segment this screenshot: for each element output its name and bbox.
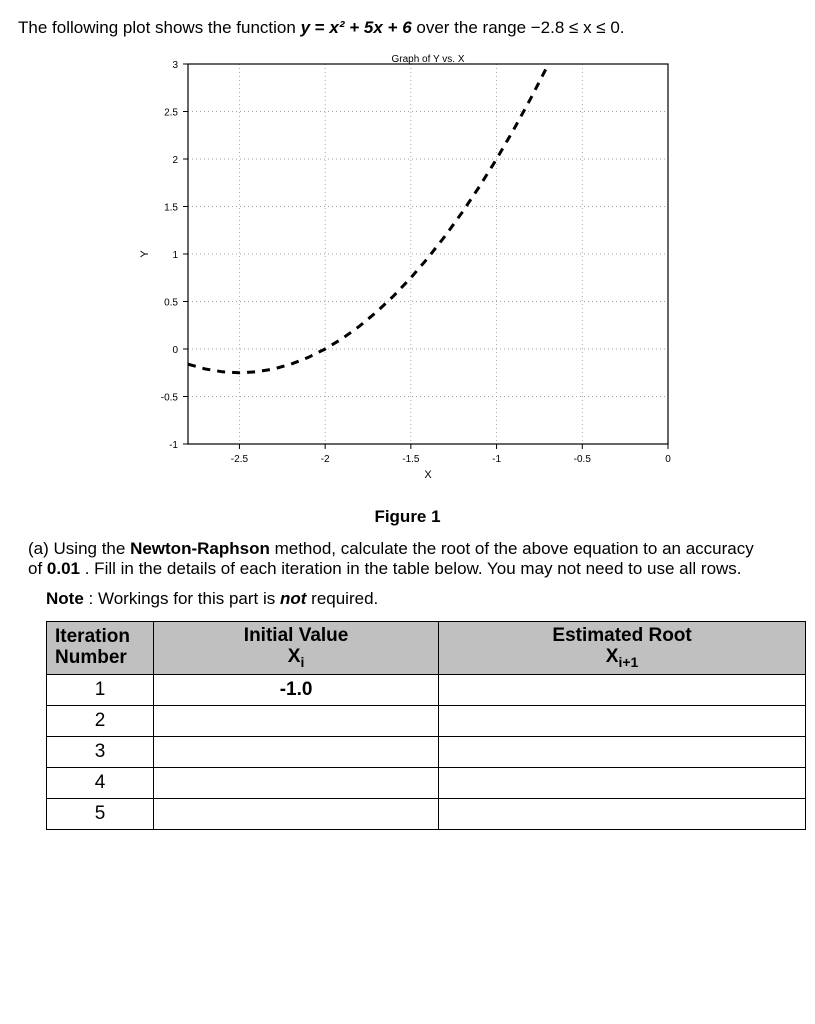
table-row: 5 xyxy=(47,799,806,830)
svg-text:-1.5: -1.5 xyxy=(402,454,420,465)
cell-xi-plus-1[interactable] xyxy=(439,737,806,768)
table-row: 1-1.0 xyxy=(47,675,806,706)
svg-text:-2.5: -2.5 xyxy=(230,454,248,465)
svg-text:-1: -1 xyxy=(169,440,178,451)
svg-text:1.5: 1.5 xyxy=(164,203,178,214)
note-body2: required. xyxy=(311,589,378,608)
svg-text:-2: -2 xyxy=(320,454,329,465)
svg-text:X: X xyxy=(424,469,432,481)
cell-xi[interactable] xyxy=(154,799,439,830)
cell-iteration-number: 1 xyxy=(47,675,154,706)
intro-prefix: The following plot shows the function xyxy=(18,18,301,37)
eq-sep: = xyxy=(315,18,330,37)
svg-text:0: 0 xyxy=(665,454,671,465)
cell-xi-plus-1[interactable] xyxy=(439,706,806,737)
svg-text:-0.5: -0.5 xyxy=(573,454,591,465)
question-part: (a) xyxy=(28,539,49,558)
intro-text: The following plot shows the function y … xyxy=(18,18,797,38)
chart-container: -2.5 -2 -1.5 -1 -0.5 0 -1 -0.5 0 0.5 1 1.5 2 2.5 3 Grap… xyxy=(128,52,688,497)
cell-iteration-number: 5 xyxy=(47,799,154,830)
svg-text:0: 0 xyxy=(172,345,178,356)
question-text: (a) Using the Newton-Raphson method, cal… xyxy=(28,539,769,579)
note-not: not xyxy=(280,589,306,608)
question-pre: Using the xyxy=(54,539,131,558)
table-header-row: Iteration Number Initial Value Xi Estima… xyxy=(47,622,806,675)
table-row: 4 xyxy=(47,768,806,799)
svg-text:2.5: 2.5 xyxy=(164,108,178,119)
cell-iteration-number: 4 xyxy=(47,768,154,799)
figure-caption: Figure 1 xyxy=(18,507,797,527)
note-body1: : Workings for this part is xyxy=(89,589,280,608)
header-initial-value: Initial Value Xi xyxy=(154,622,439,675)
note-label: Note xyxy=(46,589,84,608)
table-row: 2 xyxy=(47,706,806,737)
question-post: . Fill in the details of each iteration … xyxy=(85,559,742,578)
svg-text:Graph of Y vs. X: Graph of Y vs. X xyxy=(391,54,464,65)
cell-iteration-number: 3 xyxy=(47,737,154,768)
svg-text:3: 3 xyxy=(172,60,178,71)
svg-text:-0.5: -0.5 xyxy=(160,393,178,404)
header-iteration: Iteration Number xyxy=(47,622,154,675)
method-name: Newton-Raphson xyxy=(130,539,270,558)
svg-text:1: 1 xyxy=(172,250,178,261)
cell-iteration-number: 2 xyxy=(47,706,154,737)
note-text: Note : Workings for this part is not req… xyxy=(46,589,797,609)
cell-xi-plus-1[interactable] xyxy=(439,675,806,706)
accuracy-value: 0.01 xyxy=(47,559,80,578)
cell-xi[interactable]: -1.0 xyxy=(154,675,439,706)
table-row: 3 xyxy=(47,737,806,768)
svg-text:0.5: 0.5 xyxy=(164,298,178,309)
svg-text:Y: Y xyxy=(139,250,151,258)
eq-rhs: x² + 5x + 6 xyxy=(329,18,411,37)
iteration-table: Iteration Number Initial Value Xi Estima… xyxy=(46,621,806,830)
cell-xi-plus-1[interactable] xyxy=(439,768,806,799)
intro-range: over the range −2.8 ≤ x ≤ 0. xyxy=(416,18,624,37)
svg-text:-1: -1 xyxy=(492,454,501,465)
cell-xi[interactable] xyxy=(154,768,439,799)
chart-svg: -2.5 -2 -1.5 -1 -0.5 0 -1 -0.5 0 0.5 1 1.5 2 2.5 3 Grap… xyxy=(128,52,688,492)
svg-text:2: 2 xyxy=(172,155,178,166)
cell-xi-plus-1[interactable] xyxy=(439,799,806,830)
header-estimated-root: Estimated Root Xi+1 xyxy=(439,622,806,675)
cell-xi[interactable] xyxy=(154,706,439,737)
cell-xi[interactable] xyxy=(154,737,439,768)
eq-y: y xyxy=(301,18,310,37)
